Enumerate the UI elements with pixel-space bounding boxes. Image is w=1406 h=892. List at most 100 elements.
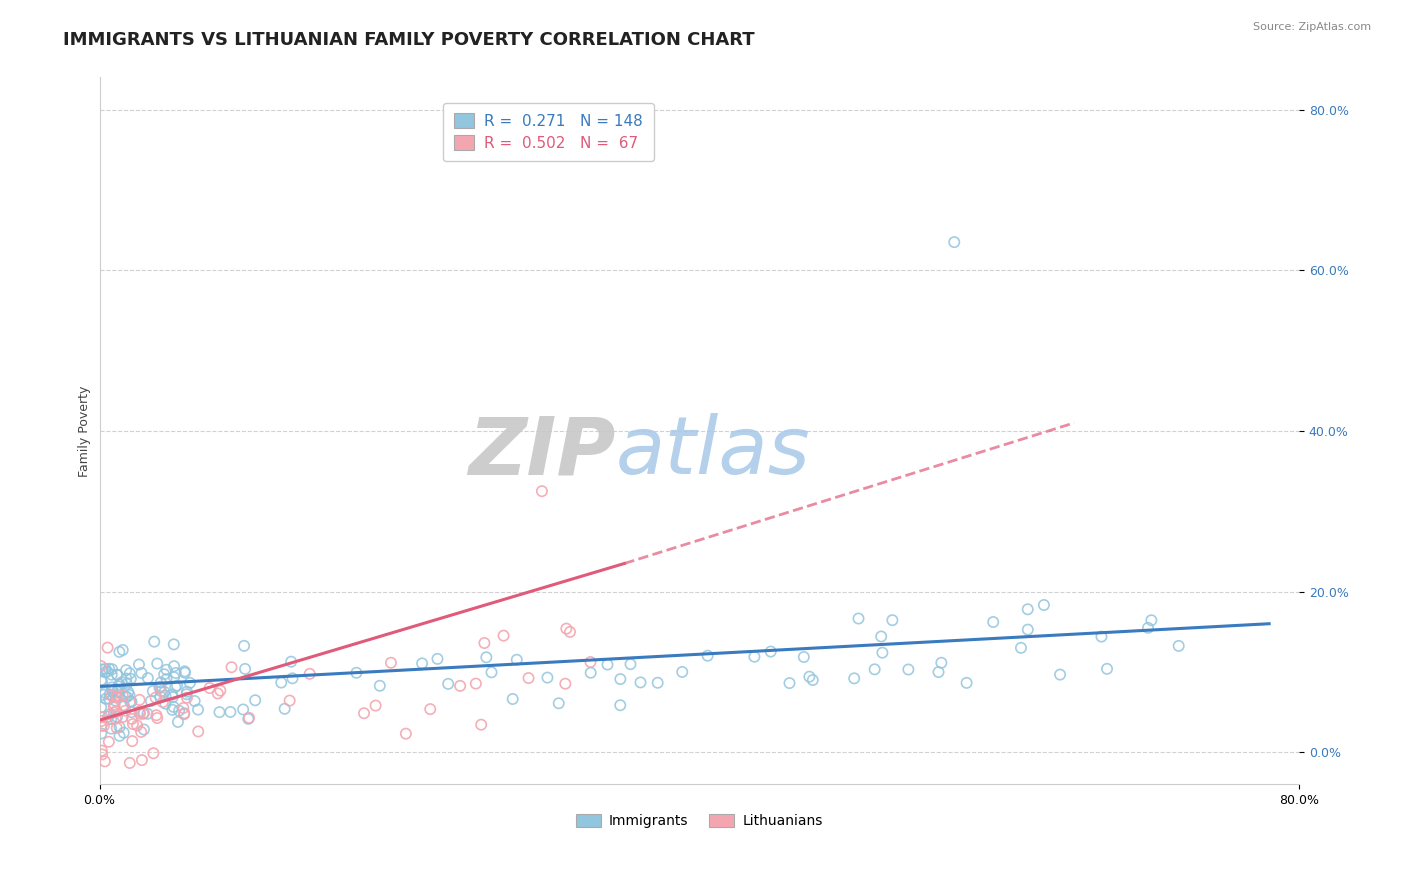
Point — [94, 686, 117, 700]
Point — [162, 703, 184, 717]
Point — [118, 688, 141, 702]
Point — [105, 710, 128, 724]
Point — [100, 722, 122, 736]
Point — [97, 735, 120, 749]
Point — [238, 712, 260, 726]
Point — [93, 688, 115, 702]
Point — [411, 657, 433, 671]
Point — [149, 680, 172, 694]
Point — [506, 653, 529, 667]
Point — [155, 672, 177, 686]
Point — [464, 676, 486, 690]
Point — [882, 613, 904, 627]
Point — [176, 690, 198, 705]
Point — [104, 698, 127, 712]
Point — [187, 724, 209, 739]
Point — [179, 676, 201, 690]
Point — [744, 649, 766, 664]
Point — [449, 679, 471, 693]
Point — [470, 717, 492, 731]
Point — [395, 726, 418, 740]
Point — [112, 698, 135, 713]
Point — [208, 705, 231, 719]
Point — [115, 672, 138, 686]
Point — [90, 700, 112, 714]
Point — [98, 687, 121, 701]
Point — [153, 667, 176, 681]
Point — [848, 611, 870, 625]
Point — [928, 665, 950, 679]
Point — [107, 679, 129, 693]
Point — [165, 665, 187, 680]
Y-axis label: Family Poverty: Family Poverty — [79, 385, 91, 476]
Point — [1140, 613, 1163, 627]
Point — [104, 693, 127, 707]
Point — [844, 671, 866, 685]
Point — [111, 710, 134, 724]
Point — [111, 675, 134, 690]
Point — [346, 665, 368, 680]
Point — [419, 702, 441, 716]
Point — [245, 693, 267, 707]
Point — [143, 634, 166, 648]
Point — [121, 705, 143, 719]
Point — [108, 677, 131, 691]
Point — [132, 706, 155, 720]
Point — [187, 702, 209, 716]
Point — [91, 674, 114, 689]
Point — [128, 705, 150, 719]
Point — [101, 684, 124, 698]
Point — [121, 712, 143, 726]
Point — [155, 697, 177, 711]
Point — [131, 753, 153, 767]
Point — [273, 702, 295, 716]
Point — [353, 706, 375, 721]
Point — [152, 695, 174, 709]
Point — [98, 662, 121, 676]
Point — [167, 714, 190, 729]
Point — [209, 683, 232, 698]
Point — [647, 675, 669, 690]
Point — [579, 655, 602, 669]
Point — [90, 659, 112, 673]
Point — [145, 690, 167, 705]
Point — [122, 717, 145, 731]
Point — [558, 624, 581, 639]
Point — [198, 681, 221, 695]
Point — [94, 755, 117, 769]
Point — [1017, 602, 1039, 616]
Point — [97, 640, 120, 655]
Point — [142, 746, 165, 760]
Point — [112, 698, 135, 713]
Point — [115, 663, 138, 677]
Point — [163, 637, 186, 651]
Point — [90, 673, 112, 687]
Point — [1167, 639, 1189, 653]
Point — [801, 673, 824, 687]
Point — [280, 655, 302, 669]
Point — [146, 711, 169, 725]
Point — [139, 694, 162, 708]
Point — [163, 659, 186, 673]
Point — [364, 698, 387, 713]
Point — [105, 684, 128, 698]
Point — [630, 675, 652, 690]
Point — [155, 663, 177, 677]
Point — [1090, 630, 1112, 644]
Point — [100, 689, 122, 703]
Point — [166, 679, 188, 693]
Point — [105, 690, 128, 705]
Point — [148, 681, 170, 695]
Point — [150, 684, 173, 698]
Point — [207, 686, 229, 700]
Point — [121, 734, 143, 748]
Point — [163, 670, 186, 684]
Point — [281, 671, 304, 685]
Point — [530, 484, 553, 499]
Point — [100, 712, 122, 726]
Point — [101, 667, 124, 681]
Point — [136, 706, 159, 721]
Point — [219, 705, 242, 719]
Point — [955, 676, 977, 690]
Point — [1137, 621, 1160, 635]
